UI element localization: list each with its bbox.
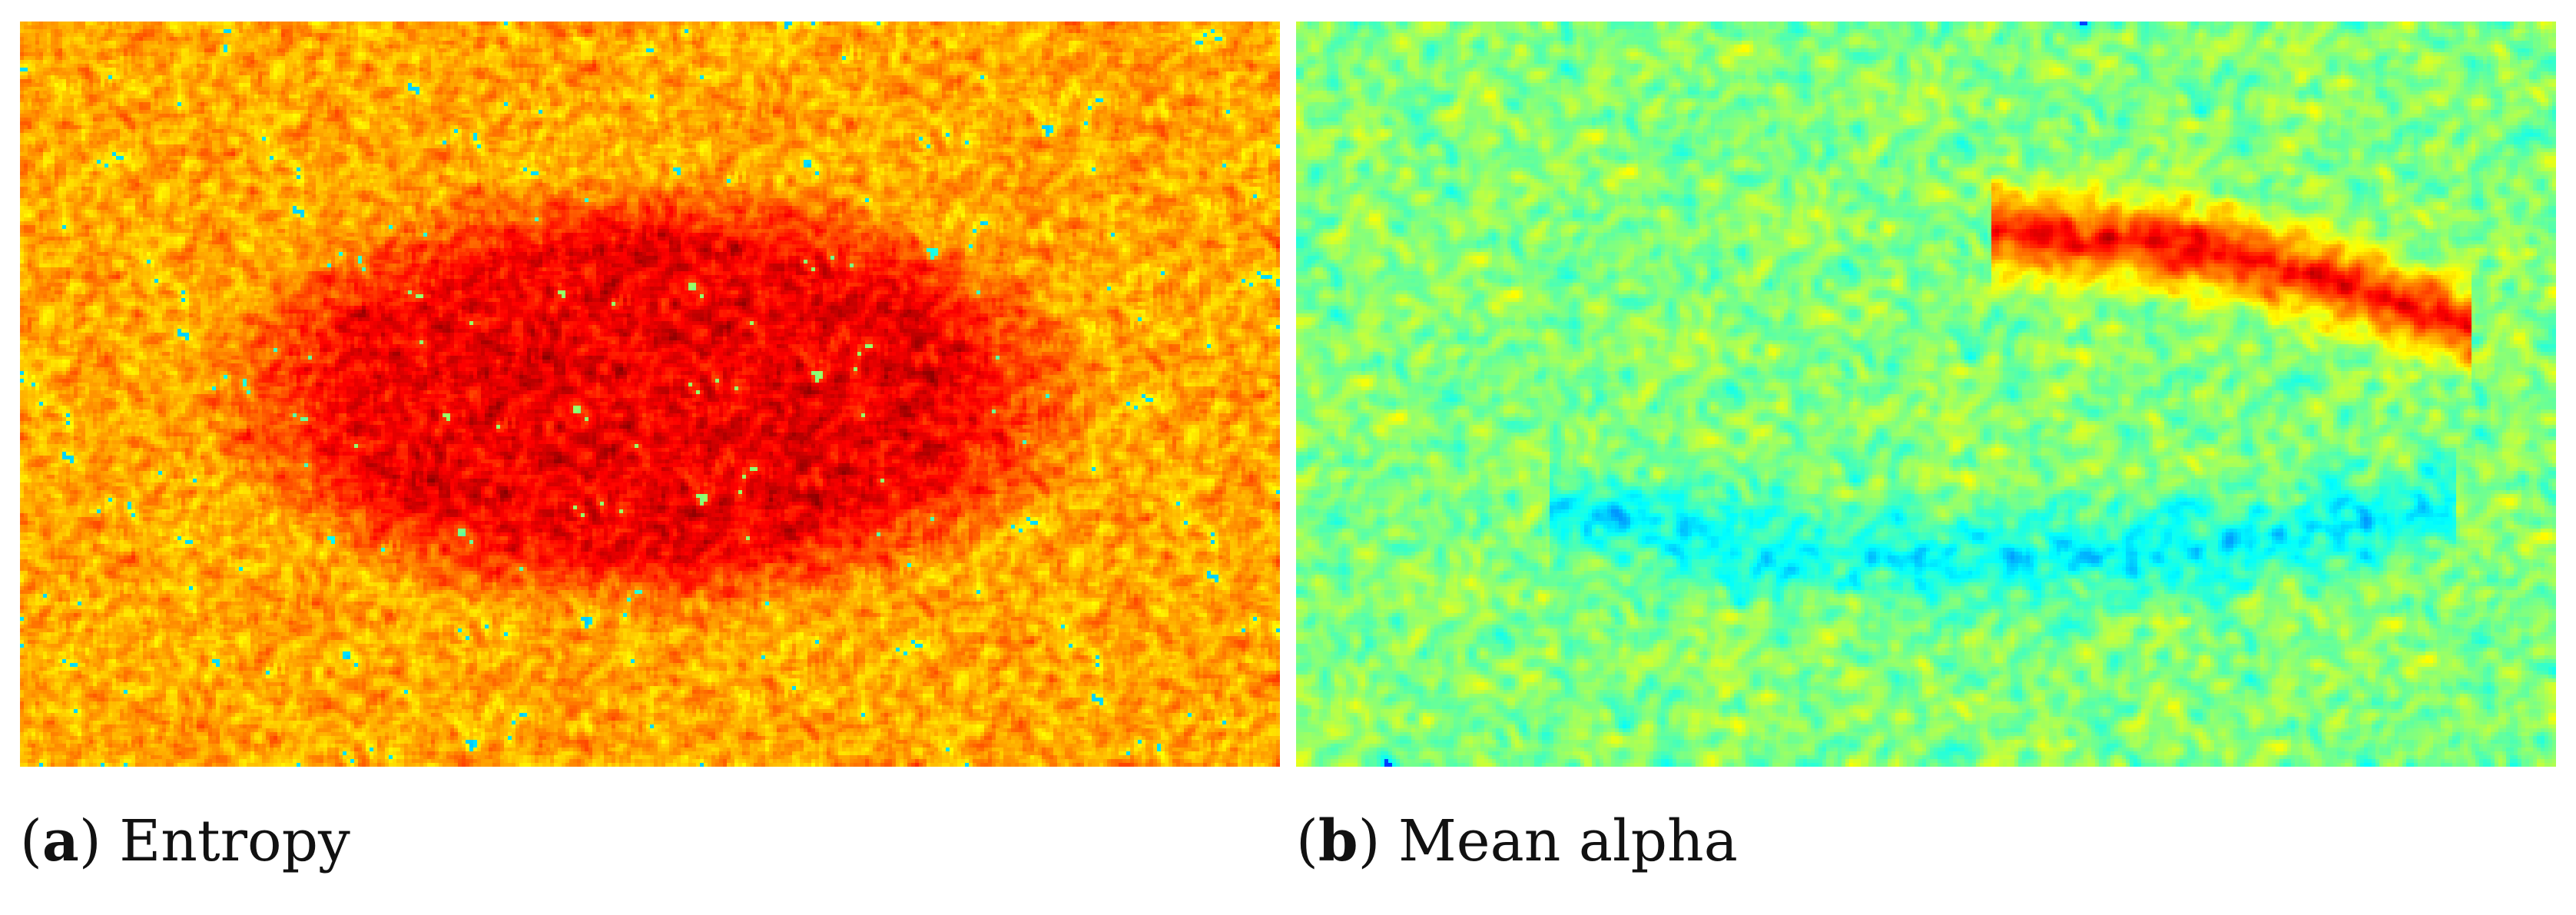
- caption-paren-open: (: [1296, 808, 1318, 874]
- entropy-heatmap: [20, 22, 1280, 767]
- caption-paren-open: (: [20, 808, 42, 874]
- caption-entropy: (a) Entropy: [20, 813, 350, 870]
- caption-letter-a: a: [41, 808, 79, 874]
- caption-paren-close: ): [1358, 808, 1381, 874]
- mean-alpha-heatmap: [1296, 22, 2556, 767]
- caption-title-mean-alpha: Mean alpha: [1398, 808, 1738, 874]
- mean-alpha-map: [1296, 22, 2556, 767]
- caption-mean-alpha: (b) Mean alpha: [1296, 813, 1738, 870]
- entropy-map: [20, 22, 1280, 767]
- caption-paren-close: ): [78, 808, 101, 874]
- caption-letter-b: b: [1318, 808, 1358, 874]
- caption-title-entropy: Entropy: [119, 808, 350, 874]
